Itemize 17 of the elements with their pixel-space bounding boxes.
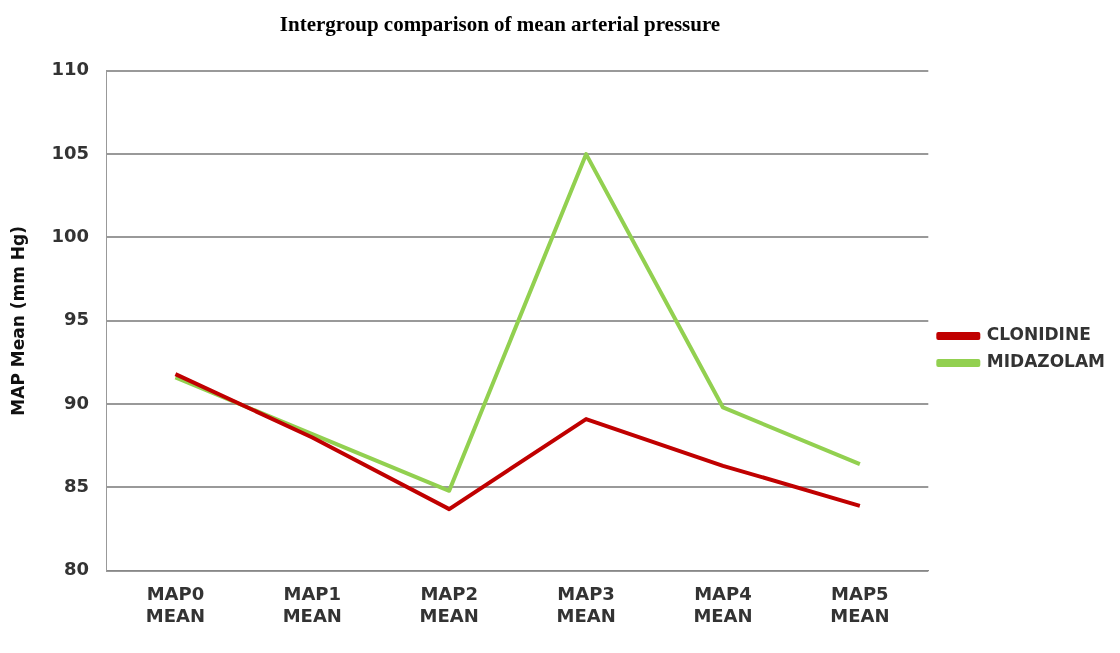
- legend-label: MIDAZOLAM: [986, 351, 1106, 372]
- x-tick-label: MAP2 MEAN: [419, 583, 479, 626]
- y-axis-title: MAP Mean (mm Hg): [7, 225, 28, 416]
- y-tick-label: 90: [63, 391, 89, 413]
- x-tick-label: MAP1 MEAN: [282, 583, 342, 626]
- x-tick-label: MAP0 MEAN: [145, 583, 206, 626]
- y-tick-label: 100: [51, 225, 89, 247]
- y-tick-label: 85: [63, 475, 89, 497]
- x-tick-label: MAP5 MEAN: [830, 583, 890, 626]
- x-tick-label: MAP3 MEAN: [556, 583, 616, 626]
- y-tick-label: 80: [63, 558, 89, 580]
- y-tick-label: 95: [63, 308, 89, 330]
- legend-label: CLONIDINE: [986, 324, 1091, 345]
- y-tick-label: 105: [51, 141, 89, 163]
- chart-title: Intergroup comparison of mean arterial pressure: [278, 12, 722, 38]
- x-tick-label: MAP4 MEAN: [693, 583, 753, 626]
- y-tick-label: 110: [51, 58, 89, 80]
